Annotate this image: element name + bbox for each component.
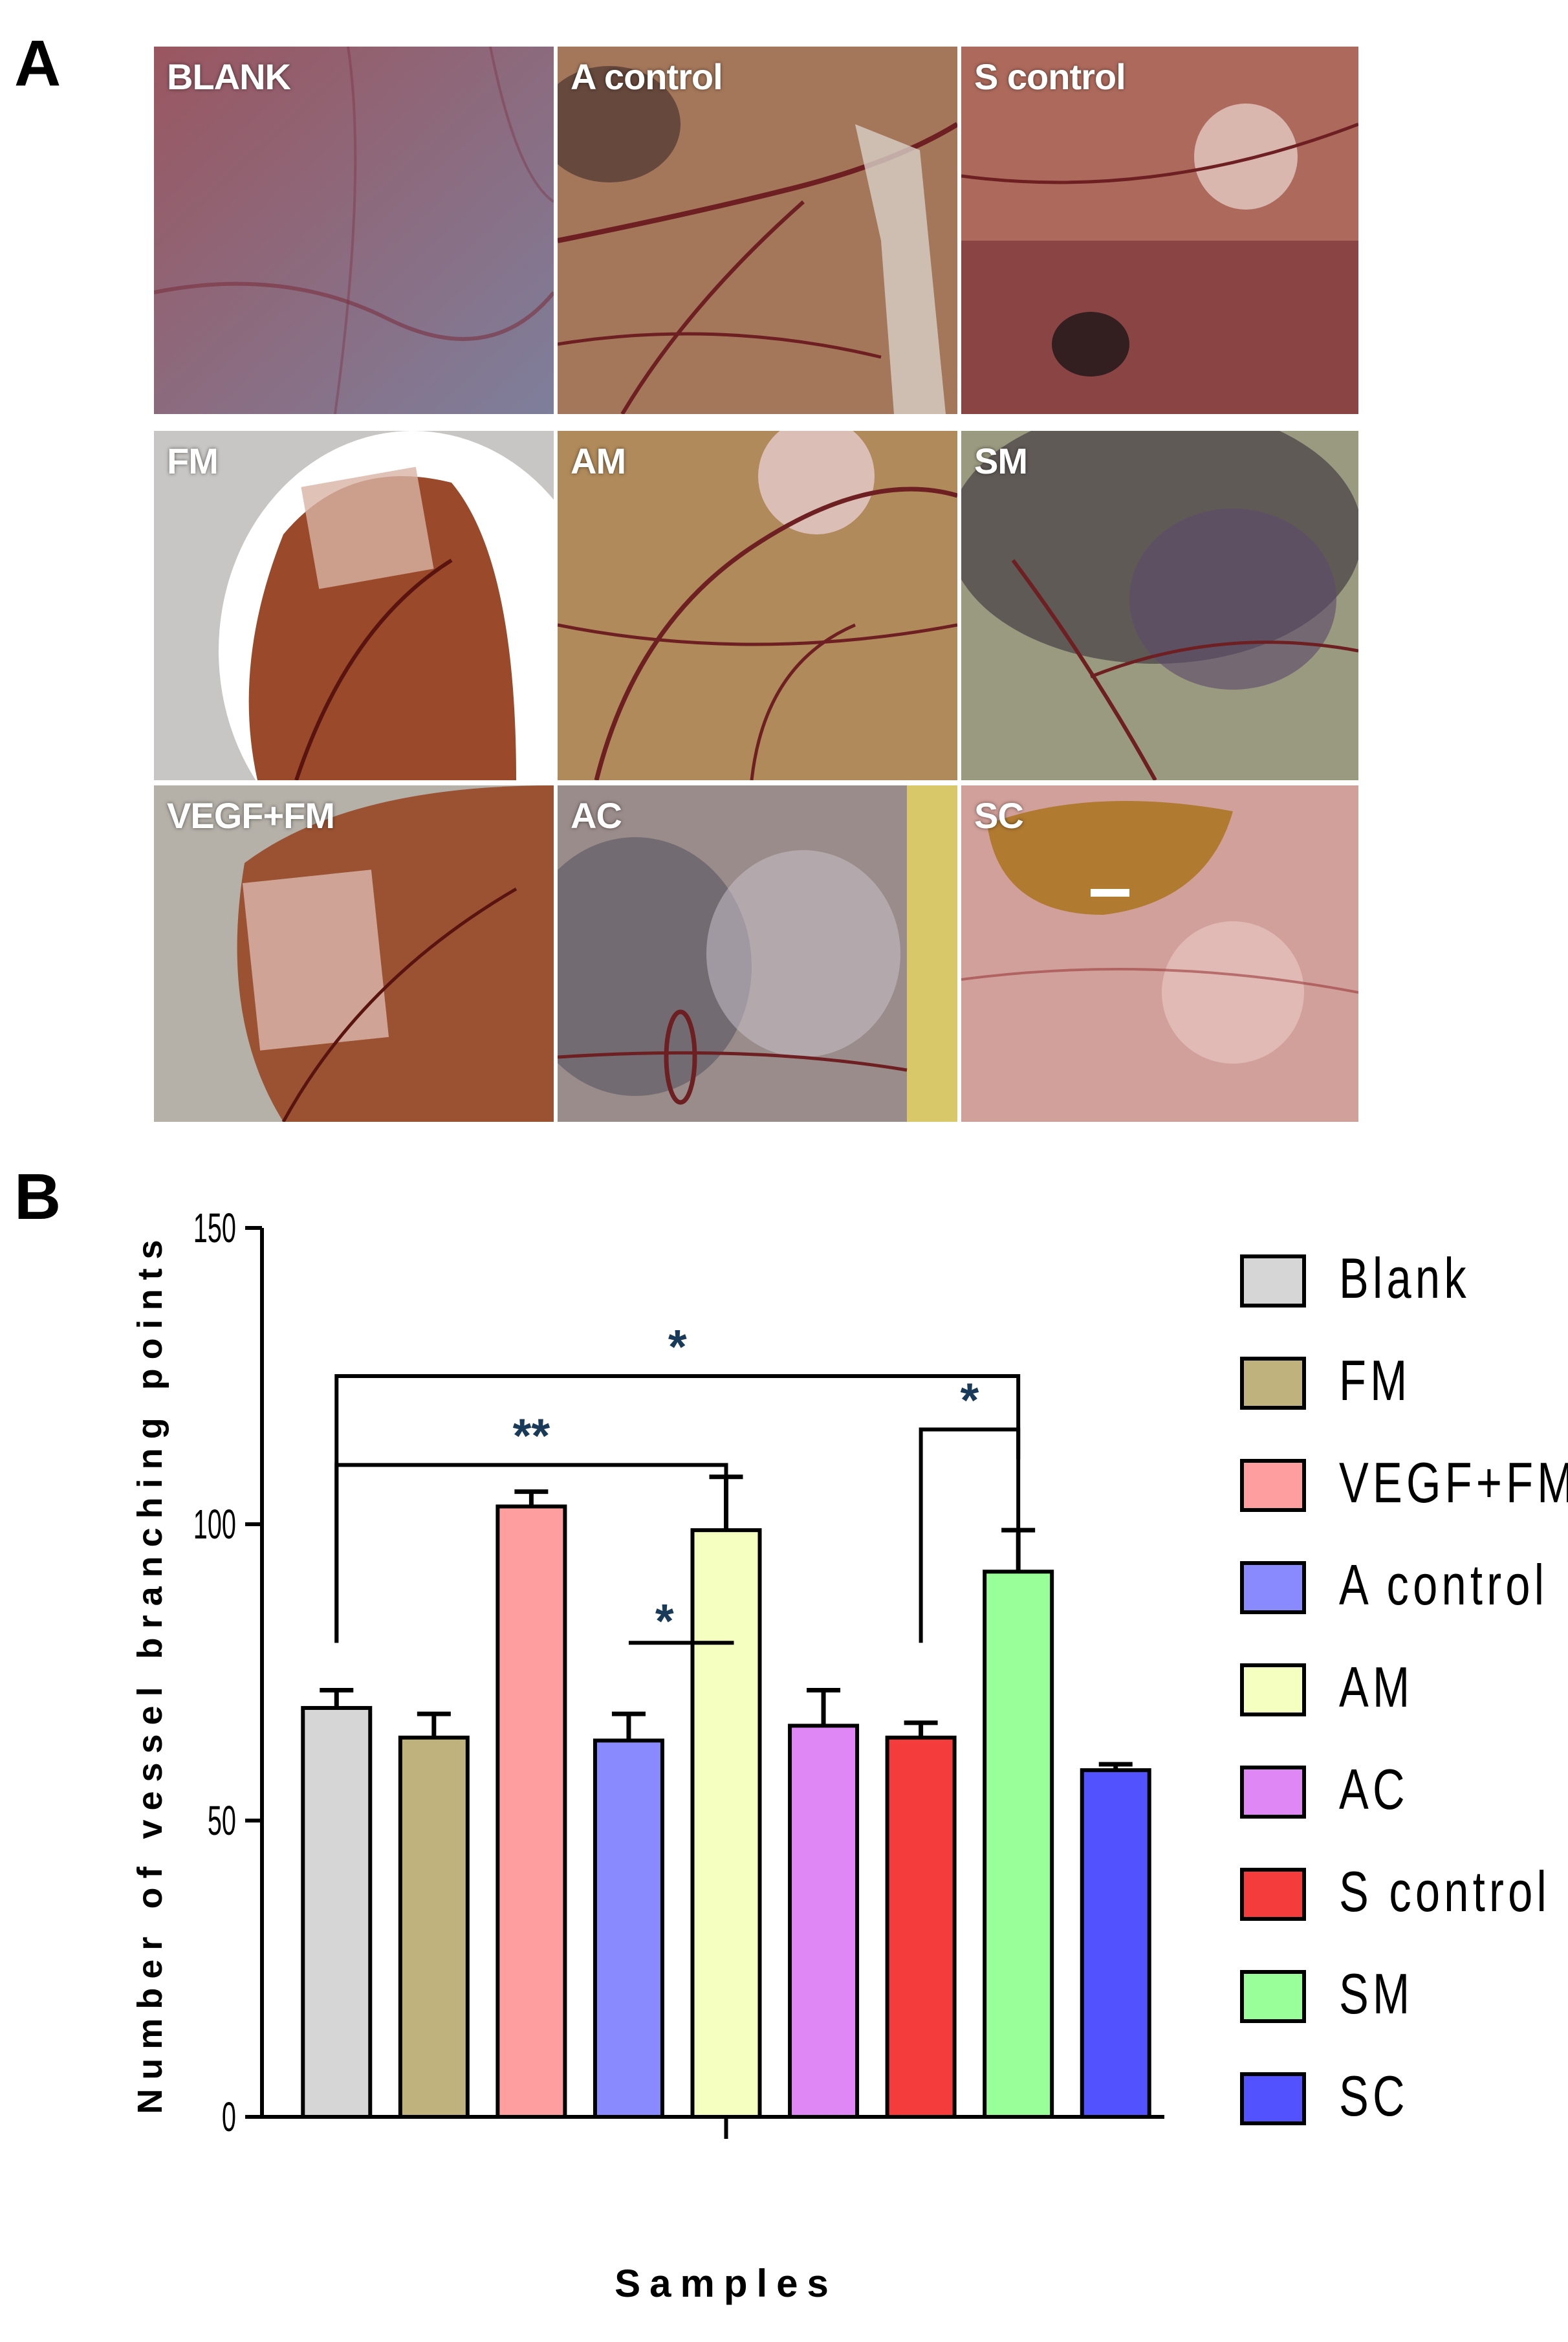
photo-label: S control bbox=[974, 56, 1126, 97]
y-tick-label: 150 bbox=[193, 1206, 236, 1252]
bar-blank bbox=[301, 1705, 373, 2119]
legend-swatch bbox=[1240, 1459, 1306, 1512]
significance-bracket bbox=[334, 1374, 1021, 1643]
photo-am: AM bbox=[558, 431, 957, 780]
x-axis-label: Samples bbox=[615, 2262, 838, 2305]
bar-sc bbox=[1080, 1768, 1151, 2119]
photo-ac: AC bbox=[558, 785, 957, 1122]
legend-label: SC bbox=[1339, 2064, 1409, 2128]
significance-label: ** bbox=[513, 1408, 550, 1462]
y-tick-label: 0 bbox=[222, 2095, 236, 2141]
legend-label: Blank bbox=[1339, 1247, 1470, 1310]
photo-label: SM bbox=[974, 441, 1028, 481]
legend-swatch bbox=[1240, 1766, 1306, 1819]
photo-a-control: A control bbox=[558, 47, 957, 414]
photo-label: BLANK bbox=[167, 56, 291, 97]
photo-label: AM bbox=[571, 441, 626, 481]
bar-s-control bbox=[885, 1735, 957, 2119]
plot-area: 0 50 100 150 Number of vessel branching poin… bbox=[131, 1206, 1164, 2305]
legend-label: FM bbox=[1339, 1349, 1411, 1412]
significance-bracket bbox=[919, 1427, 1021, 1643]
significance-bracket bbox=[334, 1463, 728, 1643]
bar-a-control bbox=[593, 1738, 664, 2119]
significance-label: * bbox=[960, 1373, 979, 1427]
photo-label: FM bbox=[167, 441, 219, 481]
photo-label: SC bbox=[974, 795, 1024, 836]
panel-a-letter: A bbox=[14, 27, 61, 100]
bar-vegf-fm bbox=[495, 1504, 567, 2119]
bar-sm bbox=[983, 1570, 1054, 2119]
legend-swatch bbox=[1240, 2072, 1306, 2125]
legend-swatch bbox=[1240, 1357, 1306, 1410]
legend-swatch bbox=[1240, 1254, 1306, 1308]
y-tick-label: 50 bbox=[208, 1799, 236, 1844]
y-tick-label: 100 bbox=[193, 1502, 236, 1548]
legend-swatch bbox=[1240, 1663, 1306, 1716]
photo-blank: BLANK bbox=[154, 47, 554, 414]
legend-swatch bbox=[1240, 1561, 1306, 1614]
bar-ac bbox=[788, 1724, 860, 2119]
legend-label: SM bbox=[1339, 1962, 1413, 2026]
panel-b-letter: B bbox=[14, 1161, 61, 1233]
bar-chart: 0 50 100 150 Number of vessel branching poin… bbox=[131, 1206, 1568, 2305]
photo-vegf-fm: VEGF+FM bbox=[154, 785, 554, 1122]
photo-label: AC bbox=[571, 795, 622, 836]
photo-label: VEGF+FM bbox=[167, 795, 335, 836]
significance-label: * bbox=[655, 1594, 674, 1648]
legend-swatch bbox=[1240, 1868, 1306, 1921]
photo-fm: FM bbox=[154, 431, 554, 780]
legend-label: AM bbox=[1339, 1656, 1413, 1719]
photo-sc: SC bbox=[961, 785, 1358, 1122]
cam-assay-photo-grid: BLANK A control S control F bbox=[154, 47, 1358, 1122]
bar-am bbox=[690, 1528, 762, 2119]
legend-label: A control bbox=[1339, 1553, 1548, 1617]
photo-s-control: S control bbox=[961, 47, 1358, 414]
legend-swatch bbox=[1240, 1970, 1306, 2023]
bar-fm bbox=[398, 1735, 470, 2119]
photo-label: A control bbox=[571, 56, 723, 97]
legend: Blank FM VEGF+FM A control AM AC S control SM SC bbox=[1240, 1247, 1568, 2128]
photo-sm: SM bbox=[961, 431, 1358, 780]
legend-label: AC bbox=[1339, 1758, 1409, 1821]
legend-label: VEGF+FM bbox=[1339, 1451, 1568, 1515]
legend-label: S control bbox=[1339, 1860, 1551, 1923]
significance-label: * bbox=[668, 1320, 687, 1373]
y-axis-label: Number of vessel branching points bbox=[131, 1231, 169, 2114]
